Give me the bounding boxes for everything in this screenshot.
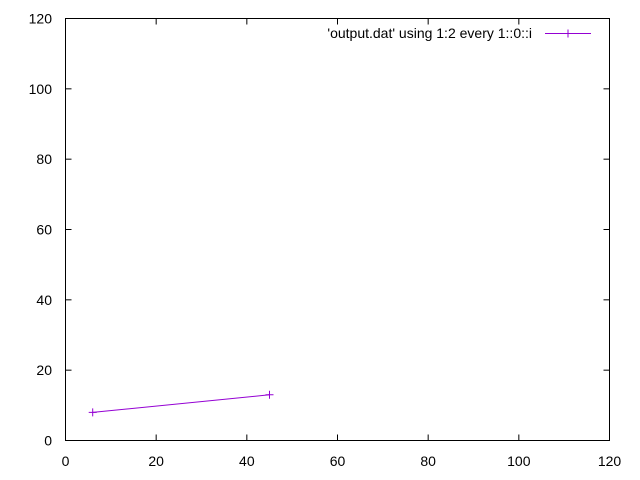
x-tick-label: 40: [239, 453, 255, 469]
x-tick-label: 120: [598, 453, 622, 469]
series-line: [92, 394, 270, 413]
data-point-plus-marker: [88, 408, 97, 417]
x-axis-ticks: 0 20 40 60 80 100 120: [62, 18, 622, 469]
y-axis-ticks: 0 20 40 60 80 100 120: [29, 11, 610, 449]
series-layer: [88, 390, 274, 417]
data-point-plus-marker: [265, 390, 274, 399]
legend-label: 'output.dat' using 1:2 every 1::0::i: [327, 25, 532, 41]
legend: 'output.dat' using 1:2 every 1::0::i: [327, 25, 591, 41]
legend-plus-marker: [564, 29, 572, 38]
x-tick-label: 100: [507, 453, 531, 469]
plot-frame: [65, 18, 610, 441]
y-tick-label: 60: [36, 222, 52, 238]
y-tick-label: 120: [29, 11, 53, 27]
x-tick-label: 80: [420, 453, 436, 469]
y-tick-label: 80: [36, 151, 52, 167]
x-tick-label: 20: [148, 453, 164, 469]
y-tick-label: 20: [36, 362, 52, 378]
y-tick-label: 0: [44, 433, 52, 449]
y-tick-label: 40: [36, 292, 52, 308]
x-tick-label: 60: [330, 453, 346, 469]
x-tick-label: 0: [62, 453, 70, 469]
y-tick-label: 100: [29, 81, 53, 97]
